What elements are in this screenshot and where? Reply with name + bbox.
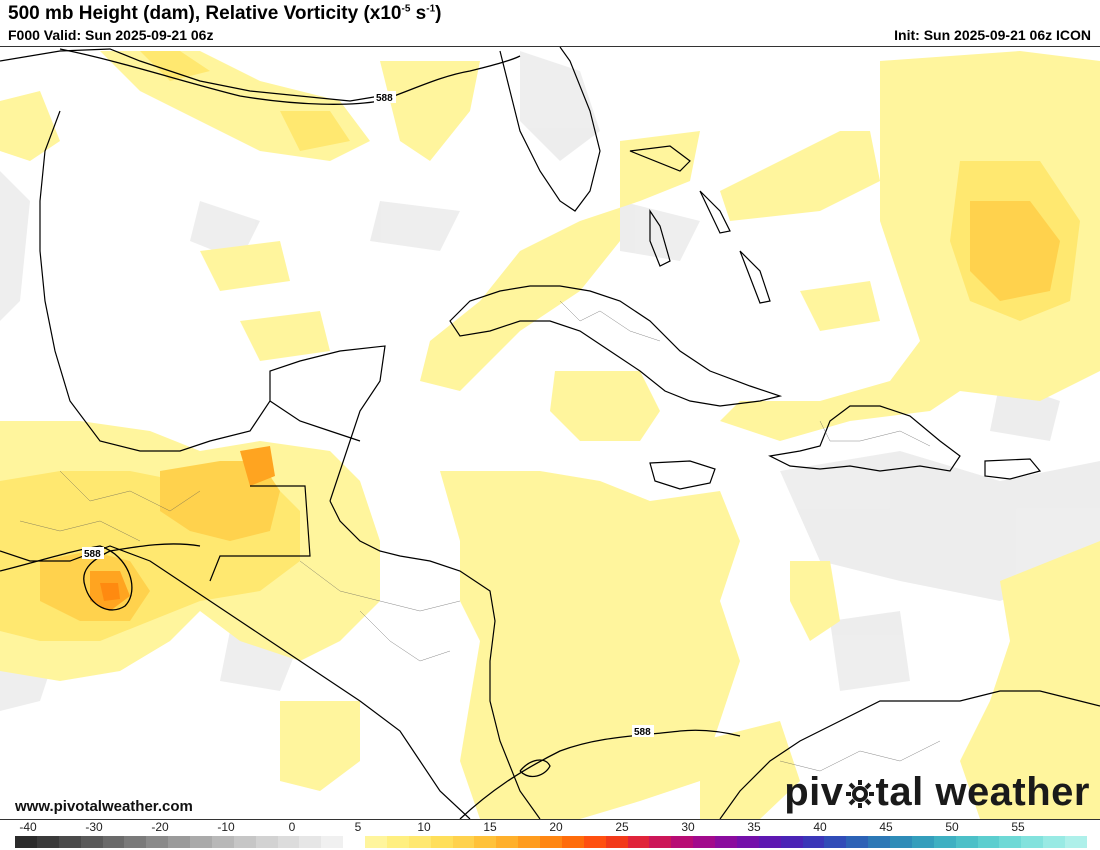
colorbar-swatch <box>868 836 891 848</box>
colorbar-swatch <box>890 836 913 848</box>
negative-vorticity-shading <box>0 51 1100 711</box>
contour-label-588: 588 <box>376 93 393 104</box>
colorbar-tick-label: 30 <box>681 820 695 834</box>
colorbar-swatch <box>80 836 103 848</box>
colorbar-swatch <box>452 836 475 848</box>
colorbar-swatch <box>255 836 279 848</box>
colorbar-swatch <box>102 836 125 848</box>
colorbar-tick-label: 45 <box>879 820 893 834</box>
colorbar-swatch <box>824 836 847 848</box>
colorbar-swatch <box>1065 836 1088 848</box>
contour-label-588: 588 <box>84 549 101 560</box>
init-time-model: Init: Sun 2025-09-21 06z ICON <box>894 27 1091 43</box>
contour-label-group: 588 588 588 <box>82 91 654 738</box>
colorbar-swatch <box>693 836 716 848</box>
colorbar-swatch <box>518 836 541 848</box>
colorbar-swatch <box>780 836 804 848</box>
colorbar-swatch <box>977 836 1000 848</box>
colorbar-tick-label: 55 <box>1011 820 1025 834</box>
colorbar-tick-label: -30 <box>85 820 103 834</box>
colorbar-swatch <box>124 836 147 848</box>
colorbar-swatch <box>343 836 366 848</box>
colorbar-swatch <box>671 836 694 848</box>
colorbar-swatch <box>168 836 191 848</box>
colorbar-swatch <box>715 836 738 848</box>
contour-label-588: 588 <box>634 727 651 738</box>
colorbar-swatch <box>386 836 410 848</box>
brand-logo: piv tal weather <box>784 770 1090 814</box>
colorbar-swatch <box>299 836 322 848</box>
colorbar-tick-label: 20 <box>549 820 563 834</box>
colorbar-swatch <box>649 836 672 848</box>
chart-title: 500 mb Height (dam), Relative Vorticity … <box>8 3 442 24</box>
colorbar-tick-label: 25 <box>615 820 629 834</box>
colorbar <box>15 836 1088 848</box>
colorbar-swatch <box>802 836 825 848</box>
colorbar-tick-label: -20 <box>151 820 169 834</box>
colorbar-swatch <box>474 836 497 848</box>
colorbar-tick-label: 0 <box>288 820 296 834</box>
colorbar-swatch <box>955 836 979 848</box>
state-borders <box>19 300 941 772</box>
source-url[interactable]: www.pivotalweather.com <box>15 798 193 815</box>
colorbar-swatch <box>627 836 650 848</box>
colorbar-tick-label: 35 <box>747 820 761 834</box>
colorbar-tick-label: 15 <box>483 820 497 834</box>
max-vorticity-shading <box>100 583 120 601</box>
colorbar-swatch <box>999 836 1022 848</box>
weather-map[interactable]: 588 588 588 <box>0 46 1100 820</box>
colorbar-swatch <box>408 836 432 848</box>
colorbar-swatch <box>911 836 935 848</box>
colorbar-swatch <box>211 836 235 848</box>
sun-gear-icon <box>845 774 875 808</box>
colorbar-swatch <box>58 836 82 848</box>
colorbar-swatch <box>190 836 213 848</box>
colorbar-swatch <box>736 836 760 848</box>
colorbar-tick-label: 5 <box>354 820 362 834</box>
colorbar-tick-label: 50 <box>945 820 959 834</box>
colorbar-swatch <box>365 836 388 848</box>
colorbar-swatch <box>583 836 607 848</box>
colorbar-swatch <box>846 836 869 848</box>
valid-time: F000 Valid: Sun 2025-09-21 06z <box>8 27 214 43</box>
colorbar-swatch <box>1043 836 1066 848</box>
colorbar-swatch <box>321 836 344 848</box>
colorbar-swatch <box>277 836 300 848</box>
colorbar-swatch <box>233 836 257 848</box>
colorbar-swatch <box>430 836 454 848</box>
colorbar-swatch <box>561 836 585 848</box>
colorbar-tick-label: 10 <box>417 820 431 834</box>
chart-header: 500 mb Height (dam), Relative Vorticity … <box>0 0 1100 46</box>
colorbar-swatch <box>36 836 60 848</box>
colorbar-swatch <box>605 836 629 848</box>
colorbar-swatch <box>933 836 957 848</box>
colorbar-tick-label: -40 <box>19 820 37 834</box>
colorbar-tick-label: -10 <box>217 820 235 834</box>
colorbar-swatch <box>758 836 782 848</box>
colorbar-swatch <box>15 836 38 848</box>
height-contours <box>0 48 741 819</box>
colorbar-swatch <box>496 836 519 848</box>
colorbar-tick-label: 40 <box>813 820 827 834</box>
colorbar-ticks: -40 -30 -20 -10 0 5 10 15 20 25 30 35 40 45 50 55 <box>0 820 1100 834</box>
colorbar-swatch <box>1021 836 1044 848</box>
colorbar-swatch <box>146 836 169 848</box>
colorbar-swatch <box>540 836 563 848</box>
